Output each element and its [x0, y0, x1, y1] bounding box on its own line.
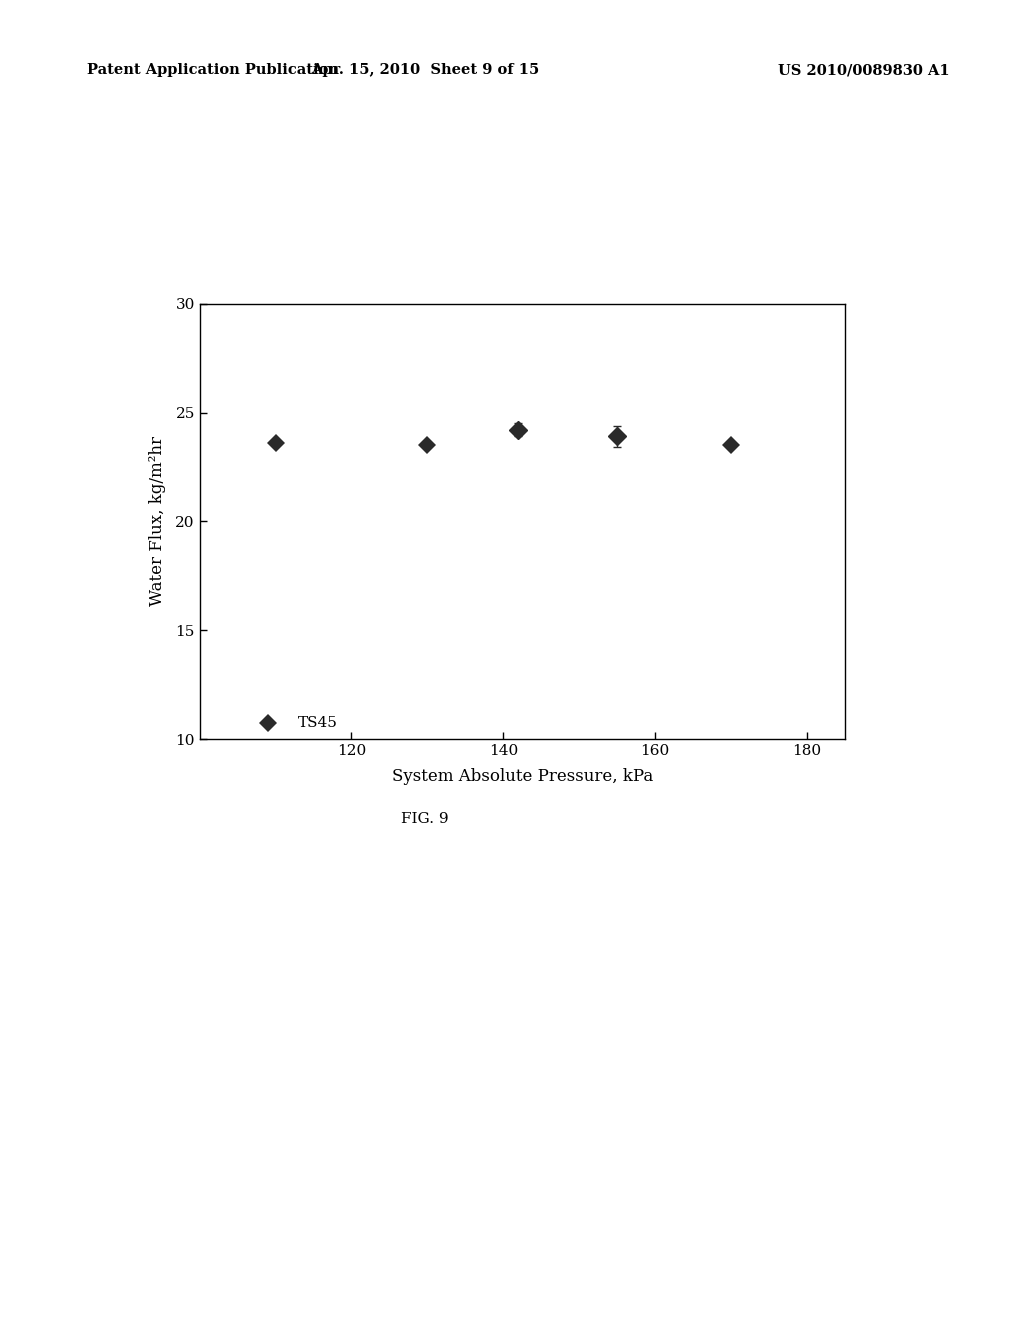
X-axis label: System Absolute Pressure, kPa: System Absolute Pressure, kPa — [391, 768, 653, 785]
Text: Patent Application Publication: Patent Application Publication — [87, 63, 339, 78]
Y-axis label: Water Flux, kg/m²hr: Water Flux, kg/m²hr — [148, 437, 166, 606]
Text: US 2010/0089830 A1: US 2010/0089830 A1 — [778, 63, 950, 78]
Text: Apr. 15, 2010  Sheet 9 of 15: Apr. 15, 2010 Sheet 9 of 15 — [311, 63, 539, 78]
Text: FIG. 9: FIG. 9 — [401, 812, 449, 826]
Text: TS45: TS45 — [298, 715, 338, 730]
